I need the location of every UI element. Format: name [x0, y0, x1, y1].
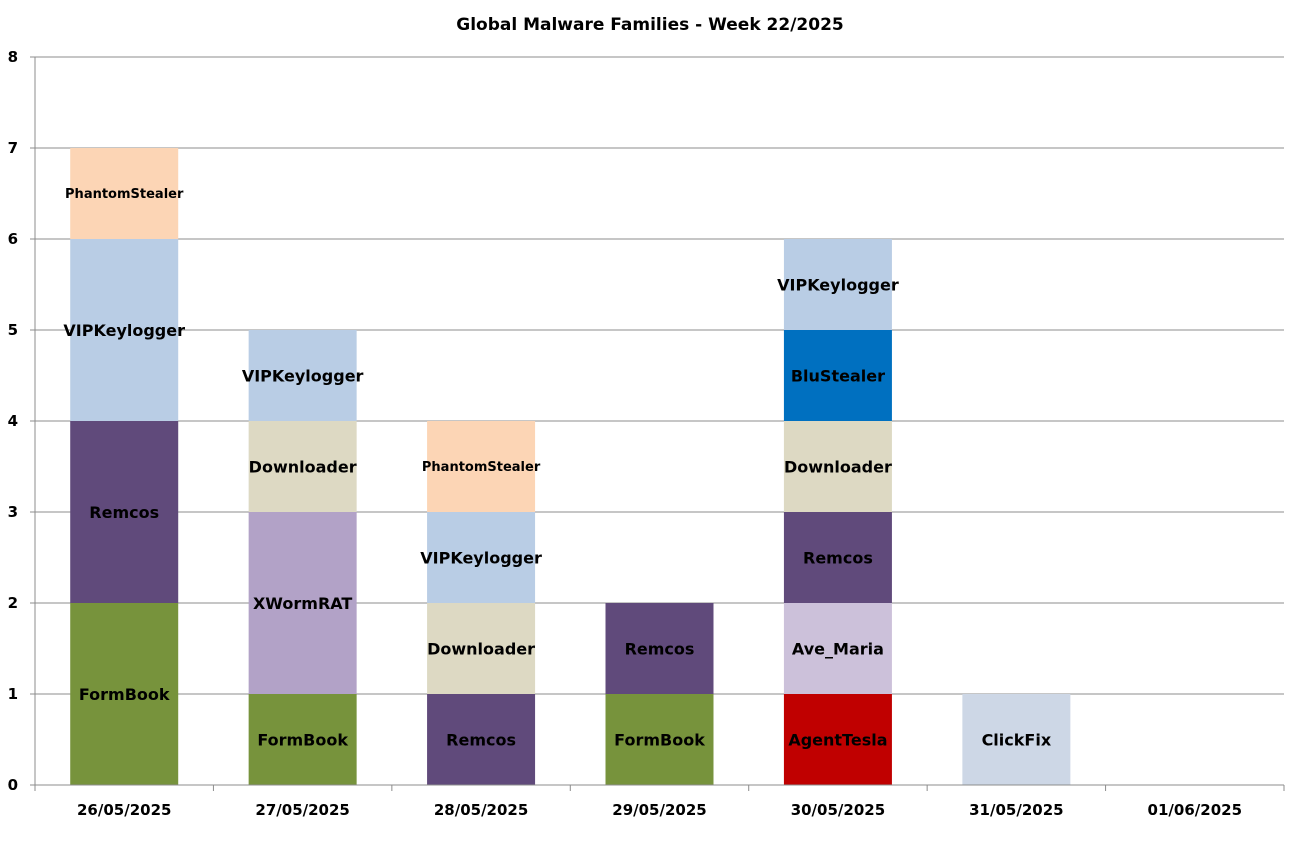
data-label: Downloader: [249, 457, 357, 476]
bar-segment-remcos: [70, 421, 179, 603]
x-tick-label: 27/05/2025: [255, 801, 349, 819]
y-tick-label: 6: [8, 230, 18, 248]
data-label: VIPKeylogger: [63, 321, 185, 340]
data-label: FormBook: [79, 685, 170, 704]
data-label: Ave_Maria: [792, 639, 884, 658]
y-tick-label: 2: [8, 594, 18, 612]
bar-segment-vipkeylogger: [783, 239, 892, 330]
data-label: Remcos: [625, 639, 695, 658]
y-tick-label: 7: [8, 139, 18, 157]
axes: 0 1 2 3 4 5 6 7 8 26/05/2025 27/05/2025 28/05/2025 2…: [8, 48, 1285, 819]
bar-segment-xwormrat: [248, 512, 357, 694]
data-label: Remcos: [446, 730, 516, 749]
x-tick-label: 26/05/2025: [77, 801, 171, 819]
data-label: VIPKeylogger: [777, 275, 899, 294]
data-label: AgentTesla: [788, 730, 887, 749]
bar-segment-clickfix: [962, 694, 1071, 785]
x-tick-label: 31/05/2025: [969, 801, 1063, 819]
bar-segment-agenttesla: [783, 694, 892, 785]
data-label: PhantomStealer: [422, 460, 541, 475]
data-label: Remcos: [803, 548, 873, 567]
y-tick-label: 1: [8, 685, 18, 703]
x-tick-label: 30/05/2025: [791, 801, 885, 819]
y-tick-label: 0: [8, 776, 18, 794]
data-label: VIPKeylogger: [242, 366, 364, 385]
bar-segment-vipkeylogger: [70, 239, 179, 421]
bar-segment-remcos: [605, 603, 714, 694]
bar-segment-remcos: [427, 694, 536, 785]
y-tick-label: 8: [8, 48, 18, 66]
bar-segment-phantomstealer: [427, 421, 536, 512]
data-label: VIPKeylogger: [420, 548, 542, 567]
bar-segment-ave-maria: [783, 603, 892, 694]
x-tick-label: 01/06/2025: [1148, 801, 1242, 819]
data-label: FormBook: [257, 730, 348, 749]
bar-segment-phantomstealer: [70, 148, 179, 239]
chart-title: Global Malware Families - Week 22/2025: [456, 15, 844, 35]
bar-segment-remcos: [783, 512, 892, 603]
data-label: Downloader: [784, 457, 892, 476]
data-label: Remcos: [89, 503, 159, 522]
data-label: ClickFix: [982, 730, 1052, 749]
y-tick-label: 3: [8, 503, 18, 521]
bar-segment-formbook: [70, 603, 179, 785]
bar-segment-downloader: [248, 421, 357, 512]
x-tick-label: 29/05/2025: [612, 801, 706, 819]
bar-segment-formbook: [248, 694, 357, 785]
bar-segment-downloader: [783, 421, 892, 512]
data-label: Downloader: [427, 639, 535, 658]
bar-segment-blustealer: [783, 330, 892, 421]
x-tick-label: 28/05/2025: [434, 801, 528, 819]
data-label: PhantomStealer: [65, 187, 184, 202]
bar-segment-formbook: [605, 694, 714, 785]
bar-segment-vipkeylogger: [248, 330, 357, 421]
y-tick-label: 5: [8, 321, 18, 339]
bar-segment-downloader: [427, 603, 536, 694]
data-label: BluStealer: [791, 366, 885, 385]
gridlines: [35, 56, 1284, 695]
data-label: XWormRAT: [253, 594, 352, 613]
bar-segment-vipkeylogger: [427, 512, 536, 603]
y-tick-label: 4: [8, 412, 18, 430]
bars: FormBook Remcos VIPKeylogger PhantomStealer…: [63, 148, 1071, 785]
data-label: FormBook: [614, 730, 705, 749]
